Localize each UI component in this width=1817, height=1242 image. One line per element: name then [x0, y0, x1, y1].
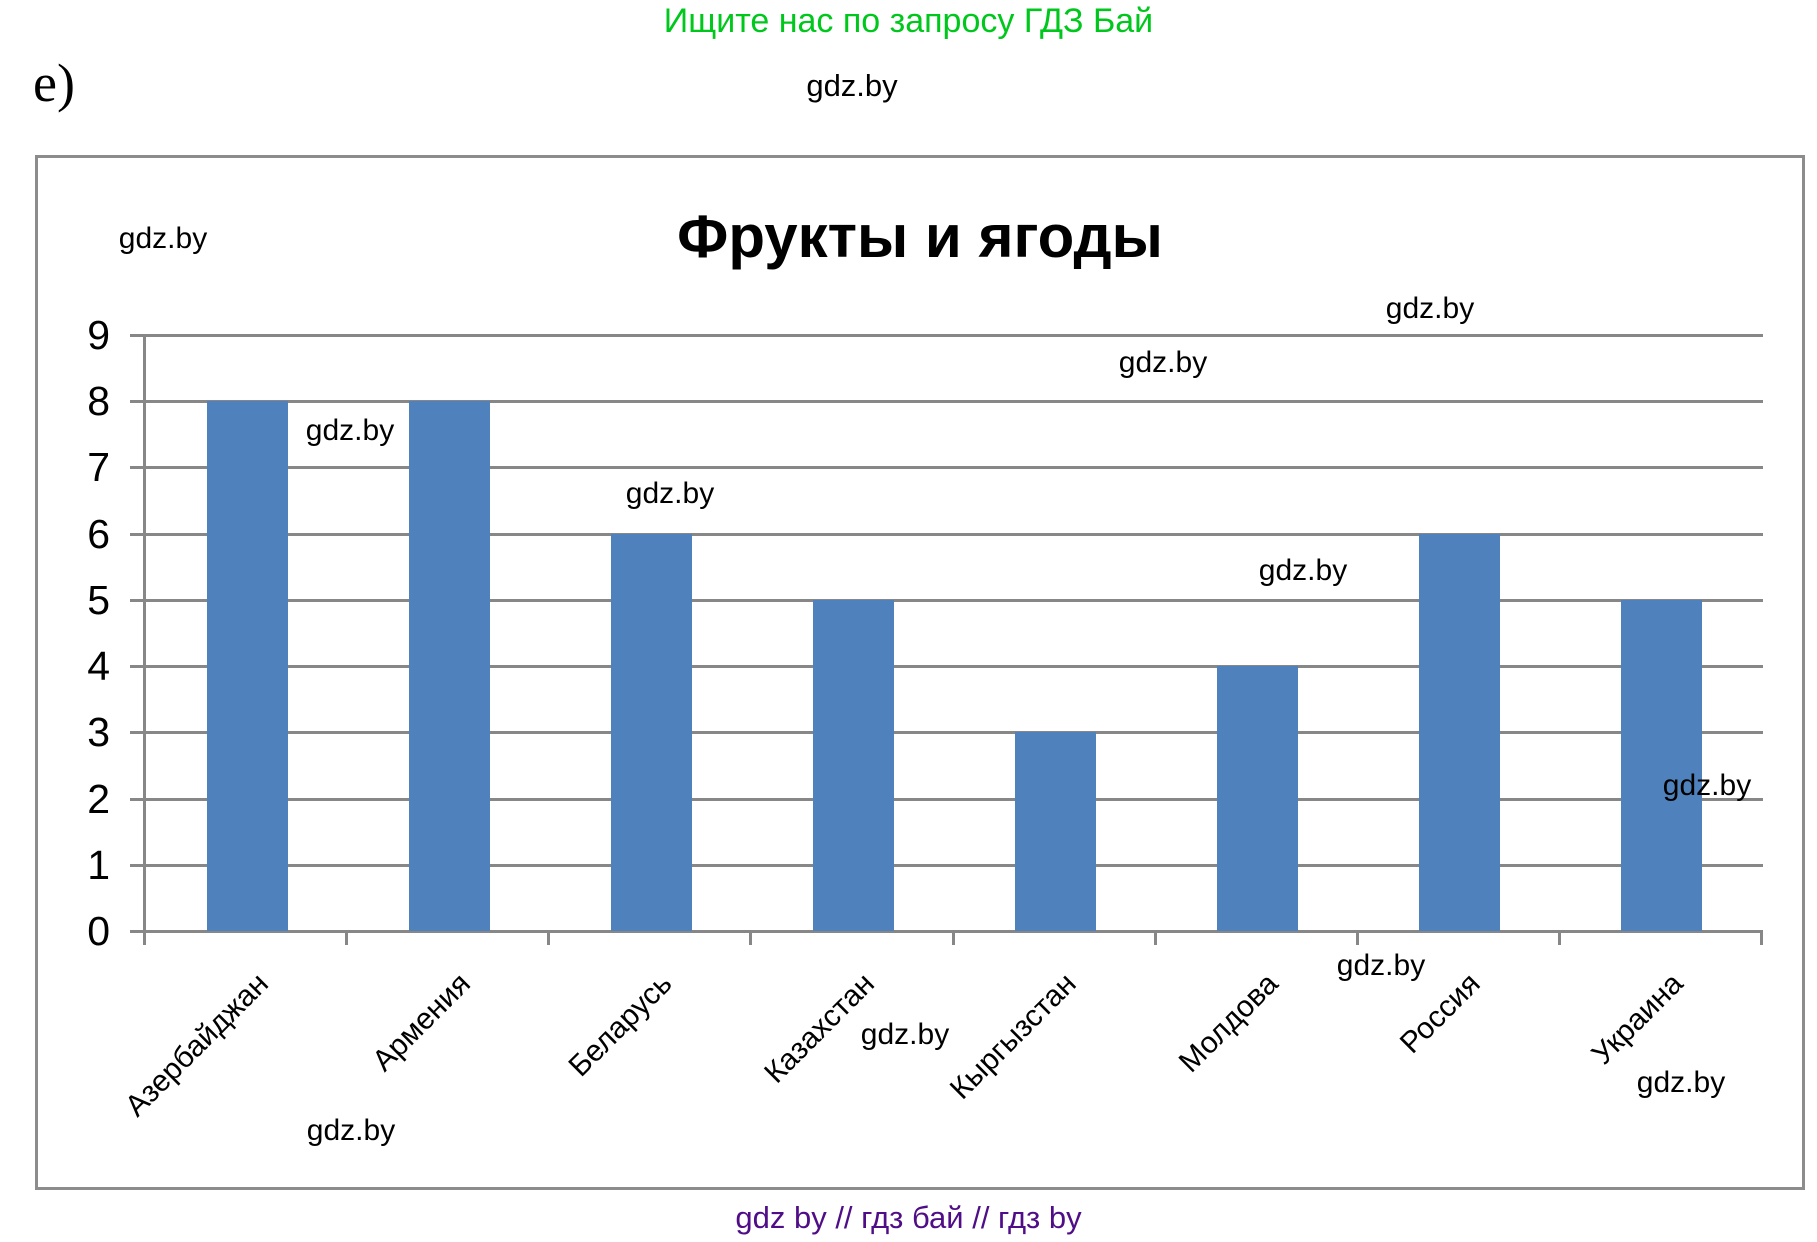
gridline: [146, 930, 1763, 933]
footer-links[interactable]: gdz by // гдз бай // гдз by: [735, 1200, 1082, 1235]
x-axis-tick: [547, 931, 551, 945]
y-axis-tick: [130, 466, 146, 470]
chart-watermark: gdz.by: [1662, 769, 1752, 802]
y-tick-label: 6: [87, 510, 110, 557]
x-axis-tick: [749, 931, 753, 945]
y-axis-line: [143, 335, 146, 945]
y-axis-tick: [130, 598, 146, 602]
chart-watermark: gdz.by: [1385, 292, 1475, 325]
y-axis-tick: [130, 400, 146, 404]
x-axis-tick: [1760, 931, 1763, 945]
gridline: [146, 731, 1763, 735]
y-tick-label: 7: [87, 444, 110, 491]
x-axis-tick: [345, 931, 349, 945]
chart-watermark: gdz.by: [118, 222, 208, 255]
promo-banner: Ищите нас по запросу ГДЗ Бай: [663, 2, 1154, 40]
y-axis-tick: [130, 930, 146, 933]
y-tick-label: 5: [87, 576, 110, 623]
chart-watermark: gdz.by: [306, 1114, 396, 1147]
bar-молдова: [1217, 666, 1299, 931]
gridline: [146, 863, 1763, 867]
bar-армения: [408, 401, 490, 931]
category-label: Беларусь: [562, 967, 679, 1084]
category-label: Молдова: [1173, 967, 1286, 1079]
bar-беларусь: [610, 533, 692, 931]
gridline: [146, 598, 1763, 602]
category-label: Украина: [1585, 967, 1690, 1072]
chart-watermark: gdz.by: [305, 414, 395, 447]
gridline: [146, 400, 1763, 404]
x-axis-tick: [143, 931, 146, 945]
chart-watermark: gdz.by: [1118, 346, 1208, 379]
chart-title: Фрукты и ягоды: [677, 203, 1163, 270]
y-tick-label: 2: [87, 775, 110, 822]
chart-watermark: gdz.by: [1258, 554, 1348, 587]
y-axis-tick: [130, 532, 146, 536]
gridline: [146, 532, 1763, 536]
y-axis-tick: [130, 334, 146, 337]
section-label: e): [33, 53, 75, 113]
site-watermark-top: gdz.by: [806, 68, 898, 103]
y-axis-tick: [130, 797, 146, 801]
chart-watermark: gdz.by: [1636, 1066, 1726, 1099]
y-tick-label: 3: [87, 709, 110, 756]
category-label: Армения: [365, 967, 477, 1078]
x-axis-tick: [951, 931, 955, 945]
chart-watermark: gdz.by: [1336, 949, 1426, 982]
x-axis-tick: [1153, 931, 1157, 945]
category-label: Азербайджан: [118, 967, 275, 1123]
bar-кыргызстан: [1015, 732, 1097, 931]
category-label: Кыргызстан: [944, 967, 1083, 1106]
gridline: [146, 797, 1763, 801]
y-tick-label: 8: [87, 378, 110, 425]
bar-украина: [1621, 599, 1703, 931]
y-tick-label: 0: [87, 908, 110, 954]
bar-азербайджан: [206, 401, 288, 931]
y-axis-tick: [130, 731, 146, 735]
chart-frame: Фрукты и ягоды 0 1 2 3 4 5 6 7 8 9 Азербайджан Арме…: [35, 155, 1805, 1190]
y-tick-label: 9: [87, 312, 110, 358]
x-axis-tick: [1557, 931, 1561, 945]
gridline: [146, 334, 1763, 337]
gridline: [146, 466, 1763, 470]
gridline: [146, 665, 1763, 669]
y-tick-label: 1: [87, 841, 110, 888]
chart-watermark: gdz.by: [860, 1018, 950, 1051]
bar-россия: [1419, 533, 1501, 931]
bar-казахстан: [812, 599, 894, 931]
y-tick-label: 4: [87, 643, 110, 690]
y-axis-tick: [130, 863, 146, 867]
y-axis-tick: [130, 665, 146, 669]
x-axis-tick: [1355, 931, 1359, 945]
chart-watermark: gdz.by: [625, 477, 715, 510]
